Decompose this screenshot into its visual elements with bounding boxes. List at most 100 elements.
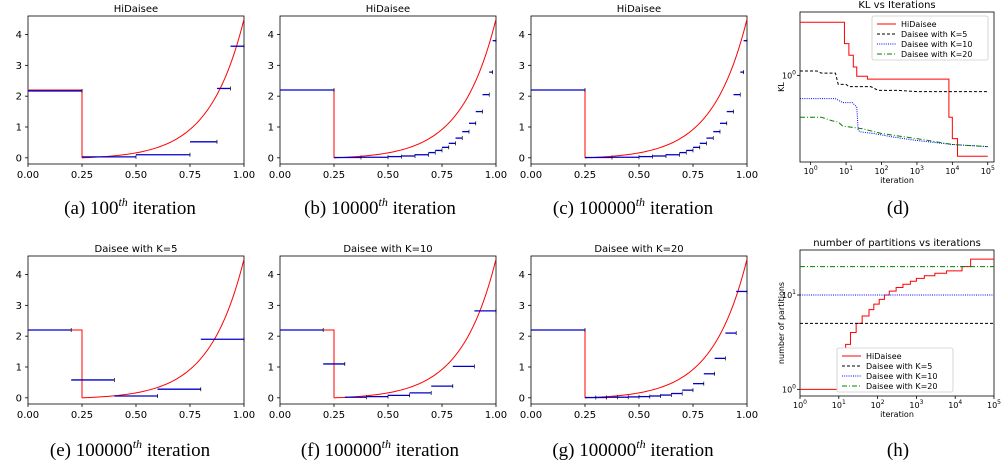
y-tick-label: 1 [268,123,274,134]
x-tick-label: 0.00 [17,170,39,181]
y-tick-label: 2 [268,332,274,343]
x-tick-label: 105 [987,399,1001,410]
y-tick-label: 4 [16,30,22,41]
panel-b: HiDaisee 0.00 0.25 0.50 0.75 1.00 0 1 2 3 4 [268,4,508,181]
panel-title: Daisee with K=20 [594,244,683,255]
x-tick-label: 0.25 [323,170,345,181]
x-tick-label: 102 [874,165,888,176]
x-tick-label: 0.25 [574,170,596,181]
y-tick-label: 3 [268,301,274,312]
x-tick-label: 0.75 [682,170,704,181]
x-tick-label: 0.50 [628,410,650,421]
density-curve [531,18,748,159]
density-curve [280,258,497,399]
y-tick-label: 0 [268,393,274,404]
panel-title: HiDaisee [366,4,410,15]
y-tick-label: 100 [782,69,796,80]
panel-c: HiDaisee 0.00 0.25 0.50 0.75 1.00 0 1 2 3 4 [519,4,759,181]
x-tick-label: 105 [981,165,995,176]
series-hidaisee [800,21,988,157]
x-tick-label: 100 [793,399,807,410]
x-tick-label: 1.00 [736,170,758,181]
x-tick-label: 104 [945,165,959,176]
panel-d: KL vs Iterations 100 101 102 103 104 105 100 ite… [777,0,995,185]
y-tick-label: 0 [519,393,525,404]
panel-caption: (d) [887,198,909,219]
x-tick-label: 103 [910,165,924,176]
panel-title: number of partitions vs iterations [813,238,981,249]
density-curve [28,258,245,399]
y-tick-label: 3 [519,61,525,72]
panel-caption: (b) 10000th iteration [304,195,456,219]
y-tick-label: 1 [16,123,22,134]
series-k20 [800,116,988,148]
panel-title: KL vs Iterations [858,0,935,11]
panel-caption: (g) 100000th iteration [552,437,714,461]
x-tick-label: 1.00 [485,410,507,421]
x-tick-label: 1.00 [233,170,255,181]
y-tick-label: 4 [16,270,22,281]
panel-title: Daisee with K=5 [95,244,178,255]
x-tick-label: 0.00 [520,170,542,181]
y-tick-label: 2 [519,92,525,103]
panel-e: Daisee with K=5 0.00 0.25 0.50 0.75 1.00 0 1 2 3 4 [16,244,256,421]
y-tick-label: 1 [519,123,525,134]
legend-entry: Daisee with K=10 [866,372,937,381]
x-tick-label: 102 [871,399,885,410]
panel-h: number of partitions vs iterations 100 101… [777,238,1001,419]
x-tick-label: 0.50 [125,170,147,181]
y-tick-label: 101 [782,289,796,300]
legend-entry: Daisee with K=20 [866,382,937,391]
x-tick-label: 0.50 [125,410,147,421]
y-axis-label: KL [777,82,786,92]
y-tick-label: 1 [16,363,22,374]
series-k10 [800,98,988,148]
legend-entry: Daisee with K=5 [901,30,967,39]
x-tick-label: 1.00 [485,170,507,181]
y-tick-label: 4 [268,30,274,41]
density-curve [531,258,748,399]
panel-title: HiDaisee [617,4,661,15]
panel-title: HiDaisee [114,4,158,15]
x-tick-label: 0.25 [574,410,596,421]
y-tick-label: 0 [16,393,22,404]
density-curve [280,18,497,159]
panel-caption: (f) 100000th iteration [301,437,460,461]
series-hidaisee [800,258,994,390]
legend-entry: Daisee with K=10 [901,40,972,49]
y-tick-label: 0 [519,153,525,164]
x-tick-label: 0.75 [179,410,201,421]
y-tick-label: 2 [16,92,22,103]
panel-caption: (e) 100000th iteration [50,437,211,461]
x-tick-label: 0.75 [431,410,453,421]
y-tick-label: 3 [16,61,22,72]
x-tick-label: 104 [948,399,962,410]
x-axis-label: iteration [880,176,914,185]
legend-box [836,347,954,393]
y-tick-label: 0 [16,153,22,164]
panel-title: Daisee with K=10 [343,244,432,255]
y-tick-label: 4 [268,270,274,281]
legend-entry: Daisee with K=5 [866,362,932,371]
x-tick-label: 0.50 [377,170,399,181]
x-tick-label: 1.00 [736,410,758,421]
x-tick-label: 0.00 [269,410,291,421]
x-axis-label: iteration [880,410,914,419]
y-tick-label: 1 [519,363,525,374]
y-tick-label: 100 [782,383,796,394]
panel-a: HiDaisee 0.00 0.25 0.50 0.75 1.00 0 1 2 3 4 [16,4,256,181]
x-tick-label: 0.25 [323,410,345,421]
y-tick-label: 0 [268,153,274,164]
x-tick-label: 101 [832,399,846,410]
x-tick-label: 101 [839,165,853,176]
y-tick-label: 3 [519,301,525,312]
y-axis-label: number of partitions [777,282,786,364]
x-tick-label: 0.75 [431,170,453,181]
y-tick-label: 3 [268,61,274,72]
legend-entry: Daisee with K=20 [901,50,972,59]
y-tick-label: 3 [16,301,22,312]
x-tick-label: 100 [804,165,818,176]
